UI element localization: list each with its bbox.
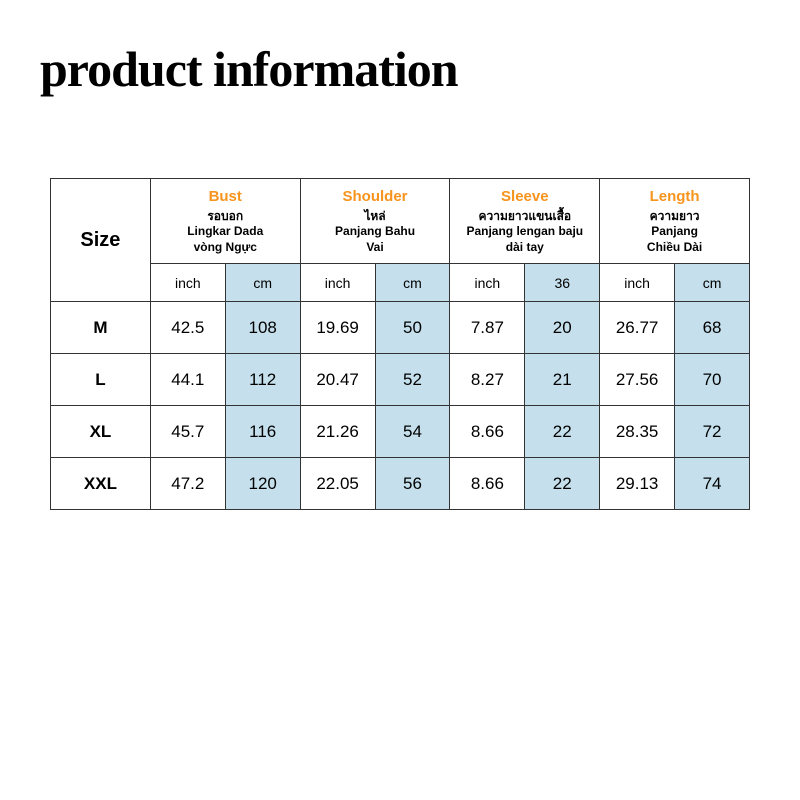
bust-sub2: Lingkar Dada xyxy=(155,224,296,240)
bust-sub1: รอบอก xyxy=(155,209,296,225)
sleeve-sub3: dài tay xyxy=(454,240,595,256)
header-bust: Bust รอบอก Lingkar Dada vòng Ngực xyxy=(150,179,300,264)
table-row: L44.111220.47528.272127.5670 xyxy=(51,354,750,406)
unit-shoulder-inch: inch xyxy=(300,264,375,302)
data-cell: 42.5 xyxy=(150,302,225,354)
data-cell: 7.87 xyxy=(450,302,525,354)
data-cell: 22 xyxy=(525,458,600,510)
bust-label: Bust xyxy=(155,187,296,207)
table-row: M42.510819.69507.872026.7768 xyxy=(51,302,750,354)
data-cell: 70 xyxy=(675,354,750,406)
data-cell: 28.35 xyxy=(600,406,675,458)
shoulder-sub1: ไหล่ xyxy=(305,209,446,225)
data-cell: 8.27 xyxy=(450,354,525,406)
size-rows: M42.510819.69507.872026.7768L44.111220.4… xyxy=(51,302,750,510)
unit-sleeve-inch: inch xyxy=(450,264,525,302)
data-cell: 50 xyxy=(375,302,450,354)
data-cell: 120 xyxy=(225,458,300,510)
page-title: product information xyxy=(40,40,760,98)
size-cell: M xyxy=(51,302,151,354)
data-cell: 19.69 xyxy=(300,302,375,354)
shoulder-label: Shoulder xyxy=(305,187,446,207)
data-cell: 27.56 xyxy=(600,354,675,406)
data-cell: 20.47 xyxy=(300,354,375,406)
unit-bust-inch: inch xyxy=(150,264,225,302)
header-sleeve: Sleeve ความยาวแขนเสื้อ Panjang lengan ba… xyxy=(450,179,600,264)
header-length: Length ความยาว Panjang Chiều Dài xyxy=(600,179,750,264)
shoulder-sub3: Vai xyxy=(305,240,446,256)
table-row: XXL47.212022.05568.662229.1374 xyxy=(51,458,750,510)
data-cell: 44.1 xyxy=(150,354,225,406)
unit-length-cm: cm xyxy=(675,264,750,302)
data-cell: 68 xyxy=(675,302,750,354)
data-cell: 8.66 xyxy=(450,406,525,458)
header-row-1: Size Bust รอบอก Lingkar Dada vòng Ngực S… xyxy=(51,179,750,264)
data-cell: 108 xyxy=(225,302,300,354)
data-cell: 74 xyxy=(675,458,750,510)
sleeve-label: Sleeve xyxy=(454,187,595,207)
length-sub2: Panjang xyxy=(604,224,745,240)
header-shoulder: Shoulder ไหล่ Panjang Bahu Vai xyxy=(300,179,450,264)
header-size: Size xyxy=(51,179,151,302)
length-sub1: ความยาว xyxy=(604,209,745,225)
length-label: Length xyxy=(604,187,745,207)
data-cell: 21.26 xyxy=(300,406,375,458)
size-cell: XXL xyxy=(51,458,151,510)
sleeve-sub2: Panjang lengan baju xyxy=(454,224,595,240)
size-cell: XL xyxy=(51,406,151,458)
size-chart-table: Size Bust รอบอก Lingkar Dada vòng Ngực S… xyxy=(50,178,750,510)
size-cell: L xyxy=(51,354,151,406)
size-chart-container: Size Bust รอบอก Lingkar Dada vòng Ngực S… xyxy=(50,178,750,510)
data-cell: 112 xyxy=(225,354,300,406)
sleeve-sub1: ความยาวแขนเสื้อ xyxy=(454,209,595,225)
data-cell: 20 xyxy=(525,302,600,354)
shoulder-sub2: Panjang Bahu xyxy=(305,224,446,240)
data-cell: 8.66 xyxy=(450,458,525,510)
unit-length-inch: inch xyxy=(600,264,675,302)
bust-sub3: vòng Ngực xyxy=(155,240,296,256)
data-cell: 22.05 xyxy=(300,458,375,510)
unit-bust-cm: cm xyxy=(225,264,300,302)
data-cell: 54 xyxy=(375,406,450,458)
unit-sleeve-36: 36 xyxy=(525,264,600,302)
data-cell: 26.77 xyxy=(600,302,675,354)
data-cell: 45.7 xyxy=(150,406,225,458)
data-cell: 22 xyxy=(525,406,600,458)
data-cell: 21 xyxy=(525,354,600,406)
length-sub3: Chiều Dài xyxy=(604,240,745,256)
data-cell: 47.2 xyxy=(150,458,225,510)
data-cell: 56 xyxy=(375,458,450,510)
data-cell: 116 xyxy=(225,406,300,458)
table-row: XL45.711621.26548.662228.3572 xyxy=(51,406,750,458)
header-row-2: inch cm inch cm inch 36 inch cm xyxy=(51,264,750,302)
data-cell: 52 xyxy=(375,354,450,406)
data-cell: 29.13 xyxy=(600,458,675,510)
data-cell: 72 xyxy=(675,406,750,458)
unit-shoulder-cm: cm xyxy=(375,264,450,302)
